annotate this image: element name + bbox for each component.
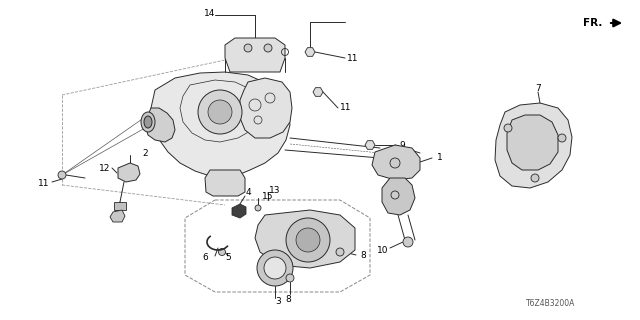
Text: 11: 11 (340, 102, 352, 111)
Text: 5: 5 (225, 253, 231, 262)
Bar (114, 202, 126, 210)
Text: 11: 11 (38, 179, 50, 188)
Text: 11: 11 (348, 53, 359, 62)
Circle shape (504, 124, 512, 132)
Circle shape (390, 158, 400, 168)
Circle shape (403, 237, 413, 247)
Polygon shape (151, 72, 290, 177)
Text: 15: 15 (262, 191, 274, 201)
Text: 9: 9 (399, 140, 405, 149)
Circle shape (264, 257, 286, 279)
Text: 6: 6 (202, 253, 208, 262)
Circle shape (296, 228, 320, 252)
Polygon shape (365, 141, 375, 149)
Circle shape (286, 218, 330, 262)
Circle shape (208, 100, 232, 124)
Polygon shape (305, 48, 315, 56)
Circle shape (255, 205, 261, 211)
Text: 13: 13 (269, 186, 281, 195)
Polygon shape (118, 163, 140, 182)
Text: 2: 2 (142, 148, 148, 157)
Text: 8: 8 (285, 295, 291, 305)
Circle shape (336, 248, 344, 256)
Text: 7: 7 (535, 84, 541, 92)
Polygon shape (205, 170, 245, 196)
Circle shape (257, 250, 293, 286)
Circle shape (198, 90, 242, 134)
Polygon shape (255, 210, 355, 268)
Polygon shape (110, 210, 125, 222)
Circle shape (218, 249, 225, 255)
Text: FR.: FR. (583, 18, 602, 28)
Polygon shape (145, 108, 175, 142)
Polygon shape (313, 88, 323, 96)
Circle shape (264, 44, 272, 52)
Text: 12: 12 (99, 164, 111, 172)
Polygon shape (495, 103, 572, 188)
Circle shape (58, 171, 66, 179)
Text: T6Z4B3200A: T6Z4B3200A (525, 299, 575, 308)
Polygon shape (507, 115, 558, 170)
Circle shape (244, 44, 252, 52)
Text: 3: 3 (275, 298, 281, 307)
Polygon shape (382, 178, 415, 215)
Polygon shape (232, 204, 246, 218)
Text: 4: 4 (245, 188, 251, 196)
Text: 8: 8 (360, 251, 366, 260)
Text: 10: 10 (377, 245, 388, 254)
Circle shape (391, 191, 399, 199)
Polygon shape (225, 38, 285, 72)
Polygon shape (240, 78, 292, 138)
Text: 14: 14 (204, 9, 216, 18)
Circle shape (286, 274, 294, 282)
Circle shape (558, 134, 566, 142)
Polygon shape (372, 145, 420, 180)
Text: 1: 1 (437, 153, 443, 162)
Ellipse shape (144, 116, 152, 128)
Circle shape (531, 174, 539, 182)
Ellipse shape (141, 112, 155, 132)
